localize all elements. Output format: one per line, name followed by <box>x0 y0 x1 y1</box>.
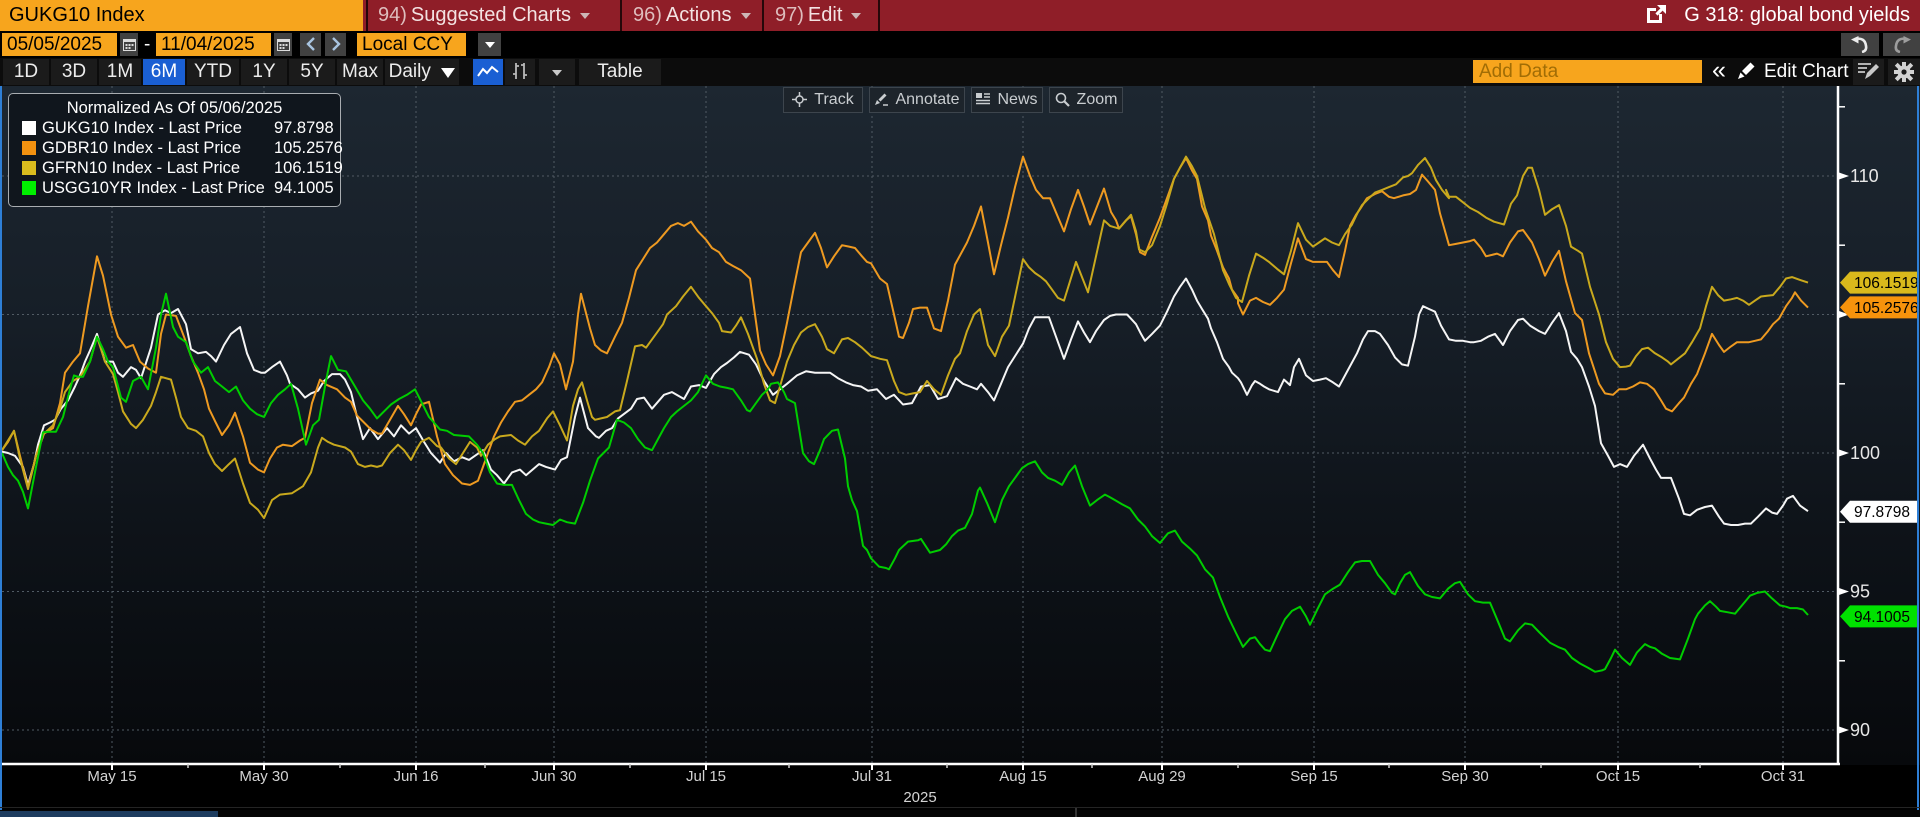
svg-text:Jun 16: Jun 16 <box>393 768 438 785</box>
svg-text:May 15: May 15 <box>87 768 136 785</box>
svg-text:Oct 31: Oct 31 <box>1761 768 1805 785</box>
svg-text:Sep 15: Sep 15 <box>1290 768 1338 785</box>
svg-text:Jul 31: Jul 31 <box>852 768 892 785</box>
svg-text:Oct 15: Oct 15 <box>1596 768 1640 785</box>
svg-text:May 30: May 30 <box>239 768 288 785</box>
svg-text:Sep 30: Sep 30 <box>1441 768 1489 785</box>
svg-text:110: 110 <box>1850 166 1879 186</box>
svg-text:Jun 30: Jun 30 <box>531 768 576 785</box>
svg-text:105.2576: 105.2576 <box>1854 300 1919 317</box>
svg-text:95: 95 <box>1850 582 1870 602</box>
svg-text:94.1005: 94.1005 <box>1854 609 1910 626</box>
svg-text:97.8798: 97.8798 <box>1854 504 1910 521</box>
svg-text:2025: 2025 <box>903 789 936 806</box>
svg-text:100: 100 <box>1850 443 1880 463</box>
svg-text:90: 90 <box>1850 720 1870 740</box>
svg-text:Jul 15: Jul 15 <box>686 768 726 785</box>
svg-text:Aug 15: Aug 15 <box>999 768 1047 785</box>
svg-text:Aug 29: Aug 29 <box>1138 768 1186 785</box>
svg-text:106.1519: 106.1519 <box>1854 275 1919 292</box>
